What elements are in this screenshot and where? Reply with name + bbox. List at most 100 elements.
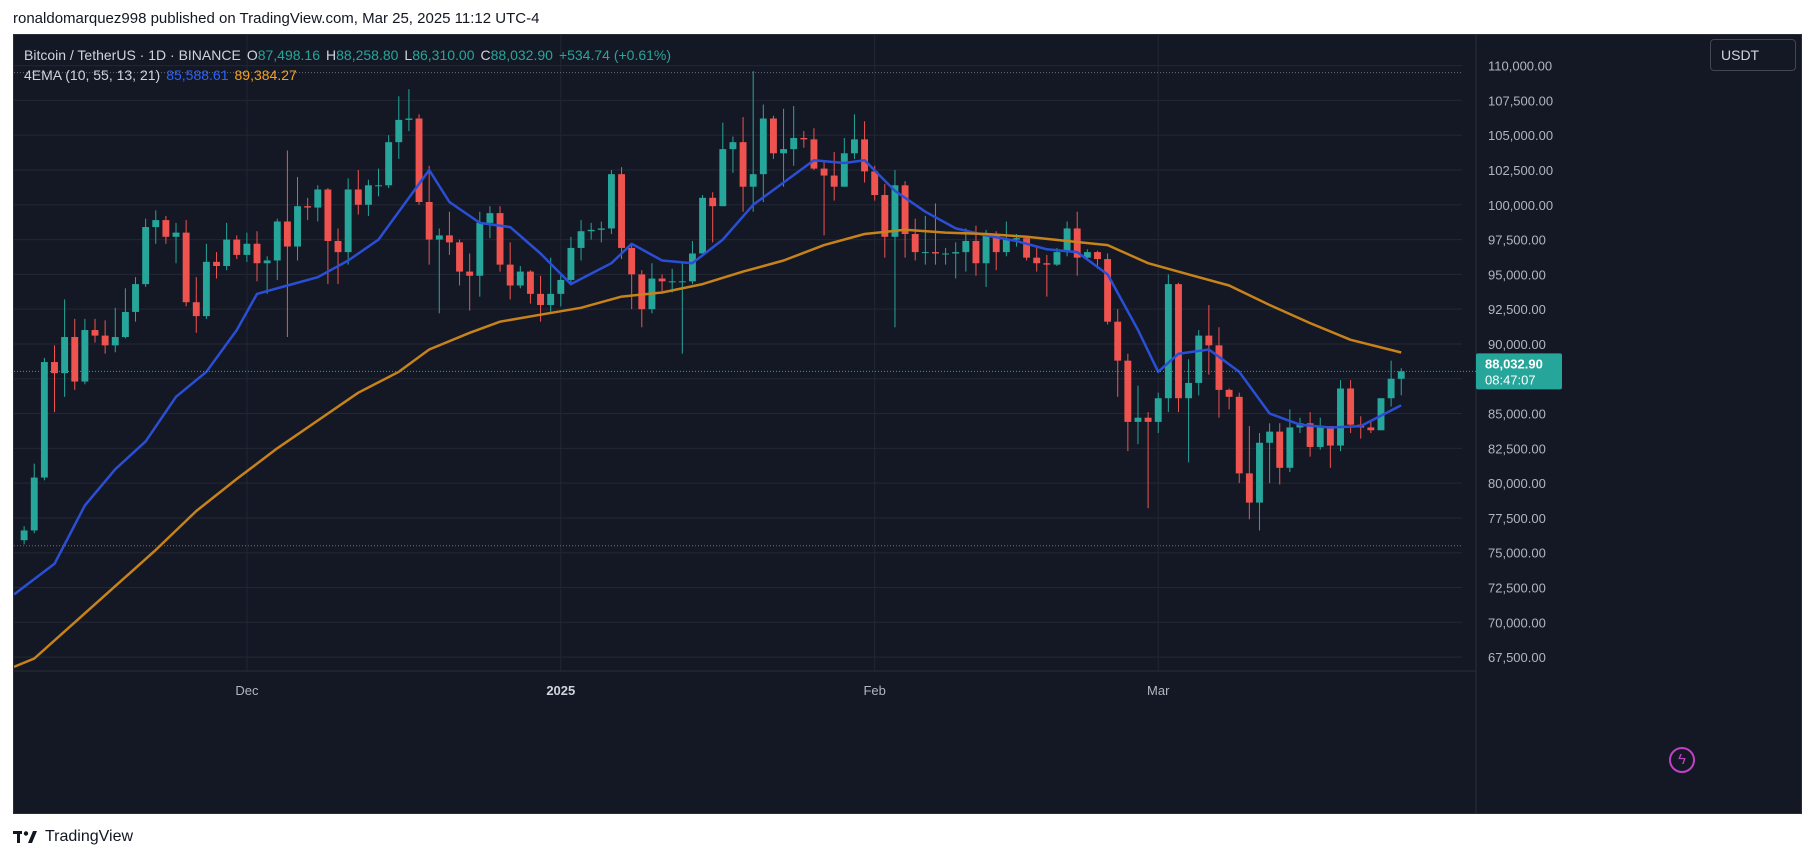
candle-body[interactable] xyxy=(20,530,28,541)
candle-body[interactable] xyxy=(1276,431,1284,468)
candle-body[interactable] xyxy=(851,139,858,154)
candle-body[interactable] xyxy=(132,284,139,312)
candle-body[interactable] xyxy=(142,227,150,285)
candle-body[interactable] xyxy=(192,302,200,317)
candle-body[interactable] xyxy=(111,336,119,346)
candle-body[interactable] xyxy=(780,149,788,154)
candle-body[interactable] xyxy=(121,311,129,337)
candle-body[interactable] xyxy=(911,234,919,253)
currency-selector[interactable]: USDT xyxy=(1710,39,1796,71)
candle-body[interactable] xyxy=(61,336,69,374)
candle-body[interactable] xyxy=(1266,431,1274,443)
candle-body[interactable] xyxy=(1286,427,1294,468)
candle-body[interactable] xyxy=(537,293,544,305)
candle-body[interactable] xyxy=(739,142,747,187)
candle-body[interactable] xyxy=(810,139,818,169)
candle-body[interactable] xyxy=(172,232,180,237)
candle-body[interactable] xyxy=(729,142,737,150)
candle-body[interactable] xyxy=(1225,389,1233,397)
candle-body[interactable] xyxy=(283,221,291,247)
candle-body[interactable] xyxy=(992,234,1000,253)
candle-body[interactable] xyxy=(1326,426,1334,446)
candle-body[interactable] xyxy=(1387,378,1395,399)
candle-body[interactable] xyxy=(101,335,109,346)
candle-body[interactable] xyxy=(1033,257,1041,264)
candle-body[interactable] xyxy=(314,189,322,208)
candle-body[interactable] xyxy=(466,271,474,276)
candle-body[interactable] xyxy=(456,242,463,272)
candle-body[interactable] xyxy=(71,336,79,382)
candle-body[interactable] xyxy=(962,240,970,253)
candle-body[interactable] xyxy=(506,264,514,286)
candle-body[interactable] xyxy=(861,139,869,172)
candle-body[interactable] xyxy=(344,189,352,253)
candle-body[interactable] xyxy=(304,206,312,208)
candle-body[interactable] xyxy=(51,362,58,374)
candle-body[interactable] xyxy=(486,213,494,223)
candle-body[interactable] xyxy=(699,197,707,254)
candle-body[interactable] xyxy=(1215,345,1223,390)
candle-body[interactable] xyxy=(1235,396,1243,474)
candle-body[interactable] xyxy=(1144,417,1152,422)
candle-body[interactable] xyxy=(30,477,38,531)
last-price-tag[interactable] xyxy=(1476,353,1562,390)
tradingview-brand[interactable]: TradingView xyxy=(45,828,134,845)
candle-body[interactable] xyxy=(982,234,990,264)
candle-body[interactable] xyxy=(1083,252,1091,258)
candle-body[interactable] xyxy=(1337,388,1344,446)
candle-body[interactable] xyxy=(1114,321,1122,361)
candle-body[interactable] xyxy=(800,137,808,140)
candle-body[interactable] xyxy=(628,247,636,275)
candle-body[interactable] xyxy=(709,197,717,207)
candle-body[interactable] xyxy=(1164,284,1172,399)
candle-body[interactable] xyxy=(921,252,929,254)
candle-body[interactable] xyxy=(618,174,625,248)
candle-body[interactable] xyxy=(516,271,524,286)
chart-canvas[interactable]: 67,500.00 70,000.00 72,500.00 75,000.00 77,5… xyxy=(14,35,1801,813)
candle-body[interactable] xyxy=(263,260,271,264)
candle-body[interactable] xyxy=(1043,263,1051,265)
candle-body[interactable] xyxy=(1053,252,1061,265)
candle-body[interactable] xyxy=(202,261,210,317)
candle-body[interactable] xyxy=(607,174,615,229)
candle-body[interactable] xyxy=(1256,442,1263,503)
candle-body[interactable] xyxy=(901,185,909,235)
candle-body[interactable] xyxy=(182,232,190,303)
candle-body[interactable] xyxy=(790,137,798,150)
candle-body[interactable] xyxy=(40,362,48,478)
candle-body[interactable] xyxy=(223,239,231,267)
lightning-icon[interactable]: ϟ xyxy=(1669,747,1695,773)
candle-body[interactable] xyxy=(587,229,595,232)
candle-body[interactable] xyxy=(233,239,241,255)
candle-body[interactable] xyxy=(1104,259,1112,322)
candle-body[interactable] xyxy=(719,149,727,207)
candle-body[interactable] xyxy=(496,213,504,265)
candle-body[interactable] xyxy=(334,240,342,253)
candle-body[interactable] xyxy=(385,142,393,186)
candle-body[interactable] xyxy=(1195,335,1203,383)
candle-body[interactable] xyxy=(445,235,453,243)
candle-body[interactable] xyxy=(364,185,372,205)
candle-body[interactable] xyxy=(273,221,281,261)
candle-body[interactable] xyxy=(1316,426,1324,447)
candle-body[interactable] xyxy=(668,281,676,283)
chart-panel[interactable]: 67,500.00 70,000.00 72,500.00 75,000.00 77,5… xyxy=(13,34,1802,814)
candle-body[interactable] xyxy=(1185,382,1193,399)
candle-body[interactable] xyxy=(91,330,99,336)
candle-body[interactable] xyxy=(243,243,251,255)
candle-body[interactable] xyxy=(1094,252,1101,260)
candle-body[interactable] xyxy=(952,252,960,254)
candle-body[interactable] xyxy=(871,171,879,196)
candle-body[interactable] xyxy=(972,240,980,264)
candle-body[interactable] xyxy=(567,247,575,280)
candle-body[interactable] xyxy=(547,293,555,305)
legend-symbol[interactable]: Bitcoin / TetherUS · 1D · BINANCE xyxy=(24,47,241,63)
candle-body[interactable] xyxy=(294,206,301,247)
candle-body[interactable] xyxy=(638,274,646,310)
candle-body[interactable] xyxy=(324,189,332,241)
candle-body[interactable] xyxy=(375,185,382,187)
candle-body[interactable] xyxy=(395,119,403,143)
candle-body[interactable] xyxy=(415,118,423,203)
candle-body[interactable] xyxy=(1002,239,1010,253)
candle-body[interactable] xyxy=(820,168,828,176)
